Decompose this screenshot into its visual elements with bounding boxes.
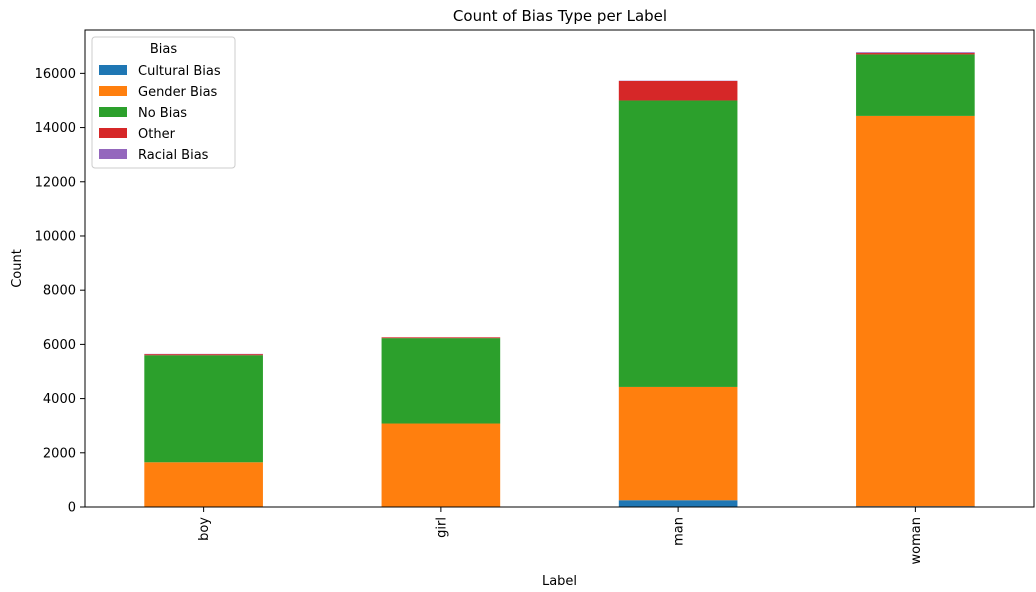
bars-layer [144, 52, 975, 507]
y-tick-label: 6000 [43, 338, 76, 353]
y-tick-label: 8000 [43, 284, 76, 299]
bar-woman-racial-bias [856, 52, 975, 54]
chart-title: Count of Bias Type per Label [453, 7, 667, 25]
legend-swatch [99, 65, 127, 75]
x-tick-label: man [672, 517, 687, 546]
bar-woman-gender-bias [856, 115, 975, 507]
plot-frame [84, 29, 1035, 508]
y-axis-label: Count [10, 249, 25, 288]
legend-swatch [99, 149, 127, 159]
x-axis-label: Label [542, 574, 577, 589]
legend-label: Other [138, 127, 176, 142]
bar-man-gender-bias [618, 386, 738, 501]
bar-girl-other [381, 337, 501, 339]
legend-box [91, 36, 236, 169]
y-tick-label: 4000 [43, 392, 76, 407]
y-tick-label: 12000 [35, 175, 76, 190]
y-tick-label: 2000 [43, 446, 76, 461]
bar-man-other [618, 80, 738, 101]
legend-label: Gender Bias [138, 85, 218, 100]
bar-boy-gender-bias [144, 462, 263, 507]
legend-swatch [99, 107, 127, 117]
bar-boy-no-bias [144, 355, 263, 463]
legend-label: Racial Bias [138, 148, 209, 163]
bar-girl-no-bias [381, 338, 501, 424]
bar-man-no-bias [618, 100, 738, 387]
y-tick-label: 16000 [35, 67, 76, 82]
bar-man-cultural-bias [618, 500, 738, 507]
legend-label: No Bias [138, 106, 187, 121]
x-tick-label: girl [434, 517, 449, 538]
y-axis: 0 2000 4000 6000 8000 10000 12000 14000 16000 [35, 67, 85, 516]
y-tick-label: 10000 [35, 229, 76, 244]
y-tick-label: 0 [68, 501, 76, 516]
y-tick-label: 14000 [35, 121, 76, 136]
x-tick-label: boy [197, 517, 212, 541]
legend-swatch [99, 86, 127, 96]
x-axis: boy girl man woman [197, 507, 924, 564]
legend-title: Bias [150, 42, 177, 57]
legend-swatch [99, 128, 127, 138]
legend-label: Cultural Bias [138, 64, 221, 79]
x-tick-label: woman [909, 517, 924, 564]
legend: Bias Cultural Bias Gender Bias No Bias Other… [91, 36, 236, 169]
bar-woman-no-bias [856, 54, 975, 116]
bar-woman-other [856, 53, 975, 55]
bar-boy-other [144, 354, 263, 356]
bar-girl-gender-bias [381, 423, 501, 507]
